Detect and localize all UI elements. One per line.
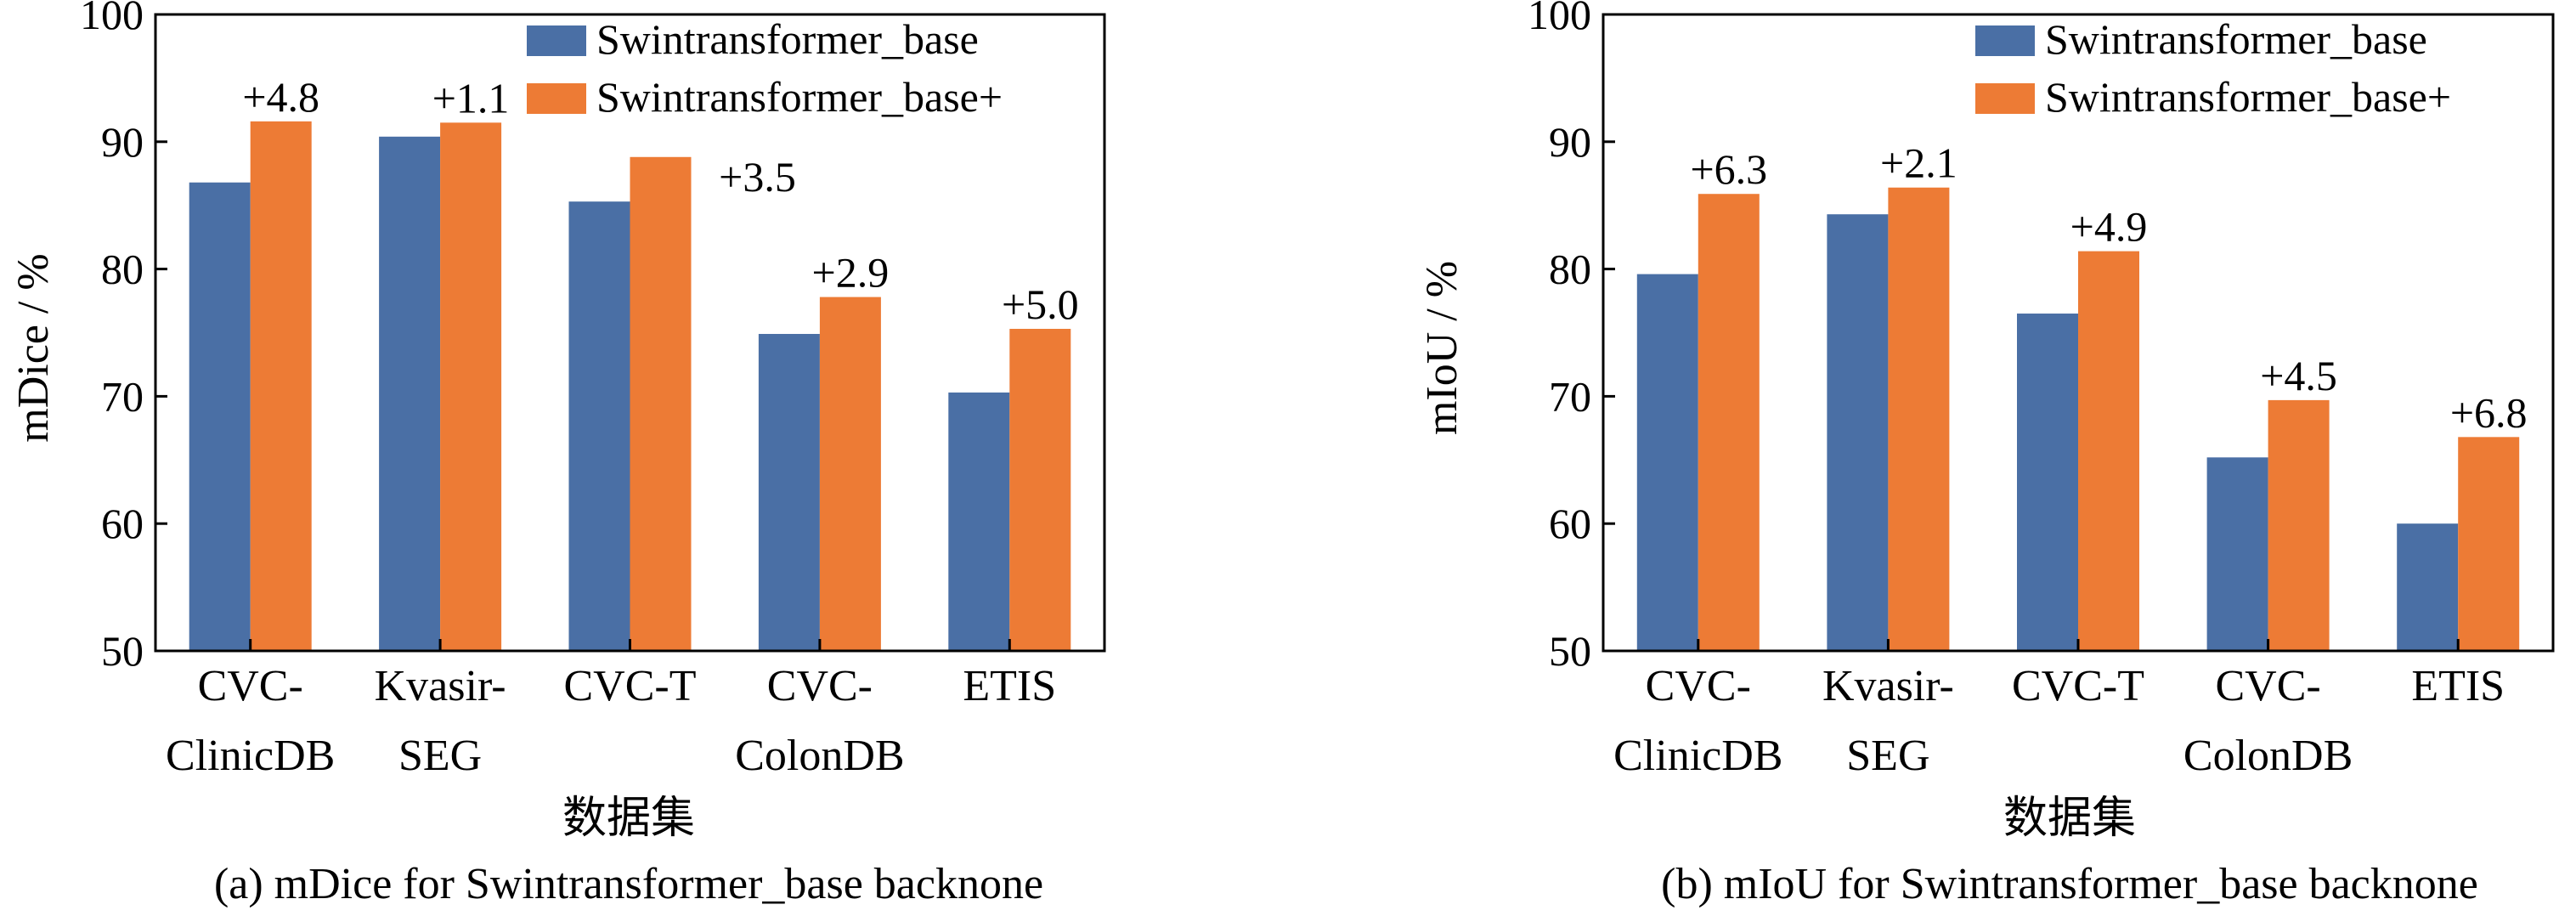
bar-base [189, 182, 251, 652]
bar-base [379, 136, 441, 652]
legend-label: Swintransformer_base+ [2045, 73, 2451, 121]
data-label: +2.1 [1880, 139, 1957, 187]
bar-base [758, 333, 820, 651]
data-label: +1.1 [432, 74, 510, 122]
chart-caption: (b) mIoU for Swintransformer_base backno… [1661, 860, 2478, 908]
x-tick-label: SEG [398, 732, 482, 780]
bar-base [2206, 457, 2268, 651]
bar-base [948, 392, 1010, 651]
chart-panel-a: +4.8 CVC- ClinicDB +1.1 Kvasir- SEG +3.5 CVC-T +… [9, 0, 1106, 908]
y-tick-label: 90 [101, 118, 144, 166]
data-label: +4.8 [242, 73, 319, 121]
x-tick-label: CVC- [2215, 662, 2320, 710]
x-tick-label: CVC-T [2012, 662, 2144, 710]
data-label: +2.9 [812, 249, 890, 297]
bar-base-plus [2458, 437, 2520, 651]
x-tick-label: CVC- [1646, 662, 1751, 710]
y-tick-label: 70 [101, 372, 144, 420]
data-label: +3.5 [719, 153, 796, 201]
data-label: +4.5 [2260, 352, 2337, 399]
legend-swatch [527, 83, 586, 114]
legend: Swintransformer_base Swintransformer_base… [1975, 15, 2451, 121]
bar-base [1827, 214, 1889, 651]
y-tick-label: 60 [101, 500, 144, 547]
y-axis-label: mIoU / % [1418, 261, 1466, 435]
x-tick-label: ClinicDB [1613, 732, 1782, 780]
x-tick-label: SEG [1846, 732, 1929, 780]
legend-label: Swintransformer_base [596, 15, 979, 63]
y-tick-label: 100 [80, 0, 144, 38]
legend-swatch [527, 25, 586, 56]
bar-base [568, 201, 630, 651]
bar-base [2397, 523, 2459, 651]
y-tick-label: 90 [1549, 118, 1591, 166]
chart-caption: (a) mDice for Swintransformer_base backn… [214, 860, 1043, 908]
bar-base [1636, 274, 1698, 651]
y-tick-label: 60 [1549, 500, 1591, 547]
data-label: +5.0 [1002, 280, 1079, 328]
data-label: +4.9 [2070, 203, 2148, 251]
data-label: +6.3 [1690, 145, 1767, 193]
x-tick-label: CVC- [767, 662, 873, 710]
bar-base [2017, 314, 2078, 651]
plot-frame [154, 13, 1106, 653]
bar-base-plus [630, 156, 692, 651]
bar-base-plus [2268, 399, 2330, 651]
y-tick-label: 80 [101, 246, 144, 293]
legend-label: Swintransformer_base [2045, 15, 2427, 63]
x-tick-label: CVC-T [564, 662, 697, 710]
data-label: +6.8 [2450, 388, 2528, 436]
x-axis-label: 数据集 [562, 794, 695, 843]
bar-base-plus [1009, 329, 1071, 651]
plot-frame [1602, 13, 2555, 653]
x-axis-label: 数据集 [2003, 794, 2136, 843]
chart-panel-b: +6.3 CVC- ClinicDB +2.1 Kvasir- SEG +4.9 CVC-T +… [1418, 0, 2555, 908]
x-tick-label: ETIS [963, 662, 1056, 710]
y-tick-label: 50 [1549, 627, 1591, 675]
y-tick-label: 50 [101, 627, 144, 675]
legend-label: Swintransformer_base+ [596, 73, 1003, 121]
x-tick-label: ETIS [2411, 662, 2505, 710]
y-tick-label: 100 [1528, 0, 1591, 38]
x-tick-label: Kvasir- [375, 662, 506, 710]
y-tick-label: 80 [1549, 246, 1591, 293]
legend-swatch [1975, 83, 2035, 114]
y-axis-label: mDice / % [9, 253, 58, 442]
x-tick-label: ColonDB [2183, 732, 2353, 780]
legend-swatch [1975, 25, 2035, 56]
x-tick-label: ClinicDB [166, 732, 335, 780]
bar-base-plus [250, 121, 312, 651]
x-tick-label: Kvasir- [1822, 662, 1954, 710]
x-tick-label: CVC- [198, 662, 303, 710]
bar-base-plus [2078, 251, 2139, 651]
legend: Swintransformer_base Swintransformer_base… [527, 15, 1003, 121]
bar-base-plus [440, 122, 502, 651]
bar-base-plus [1888, 187, 1950, 651]
bar-base-plus [1698, 194, 1760, 651]
x-tick-label: ColonDB [735, 732, 904, 780]
y-tick-label: 70 [1549, 372, 1591, 420]
bar-base-plus [819, 297, 881, 651]
